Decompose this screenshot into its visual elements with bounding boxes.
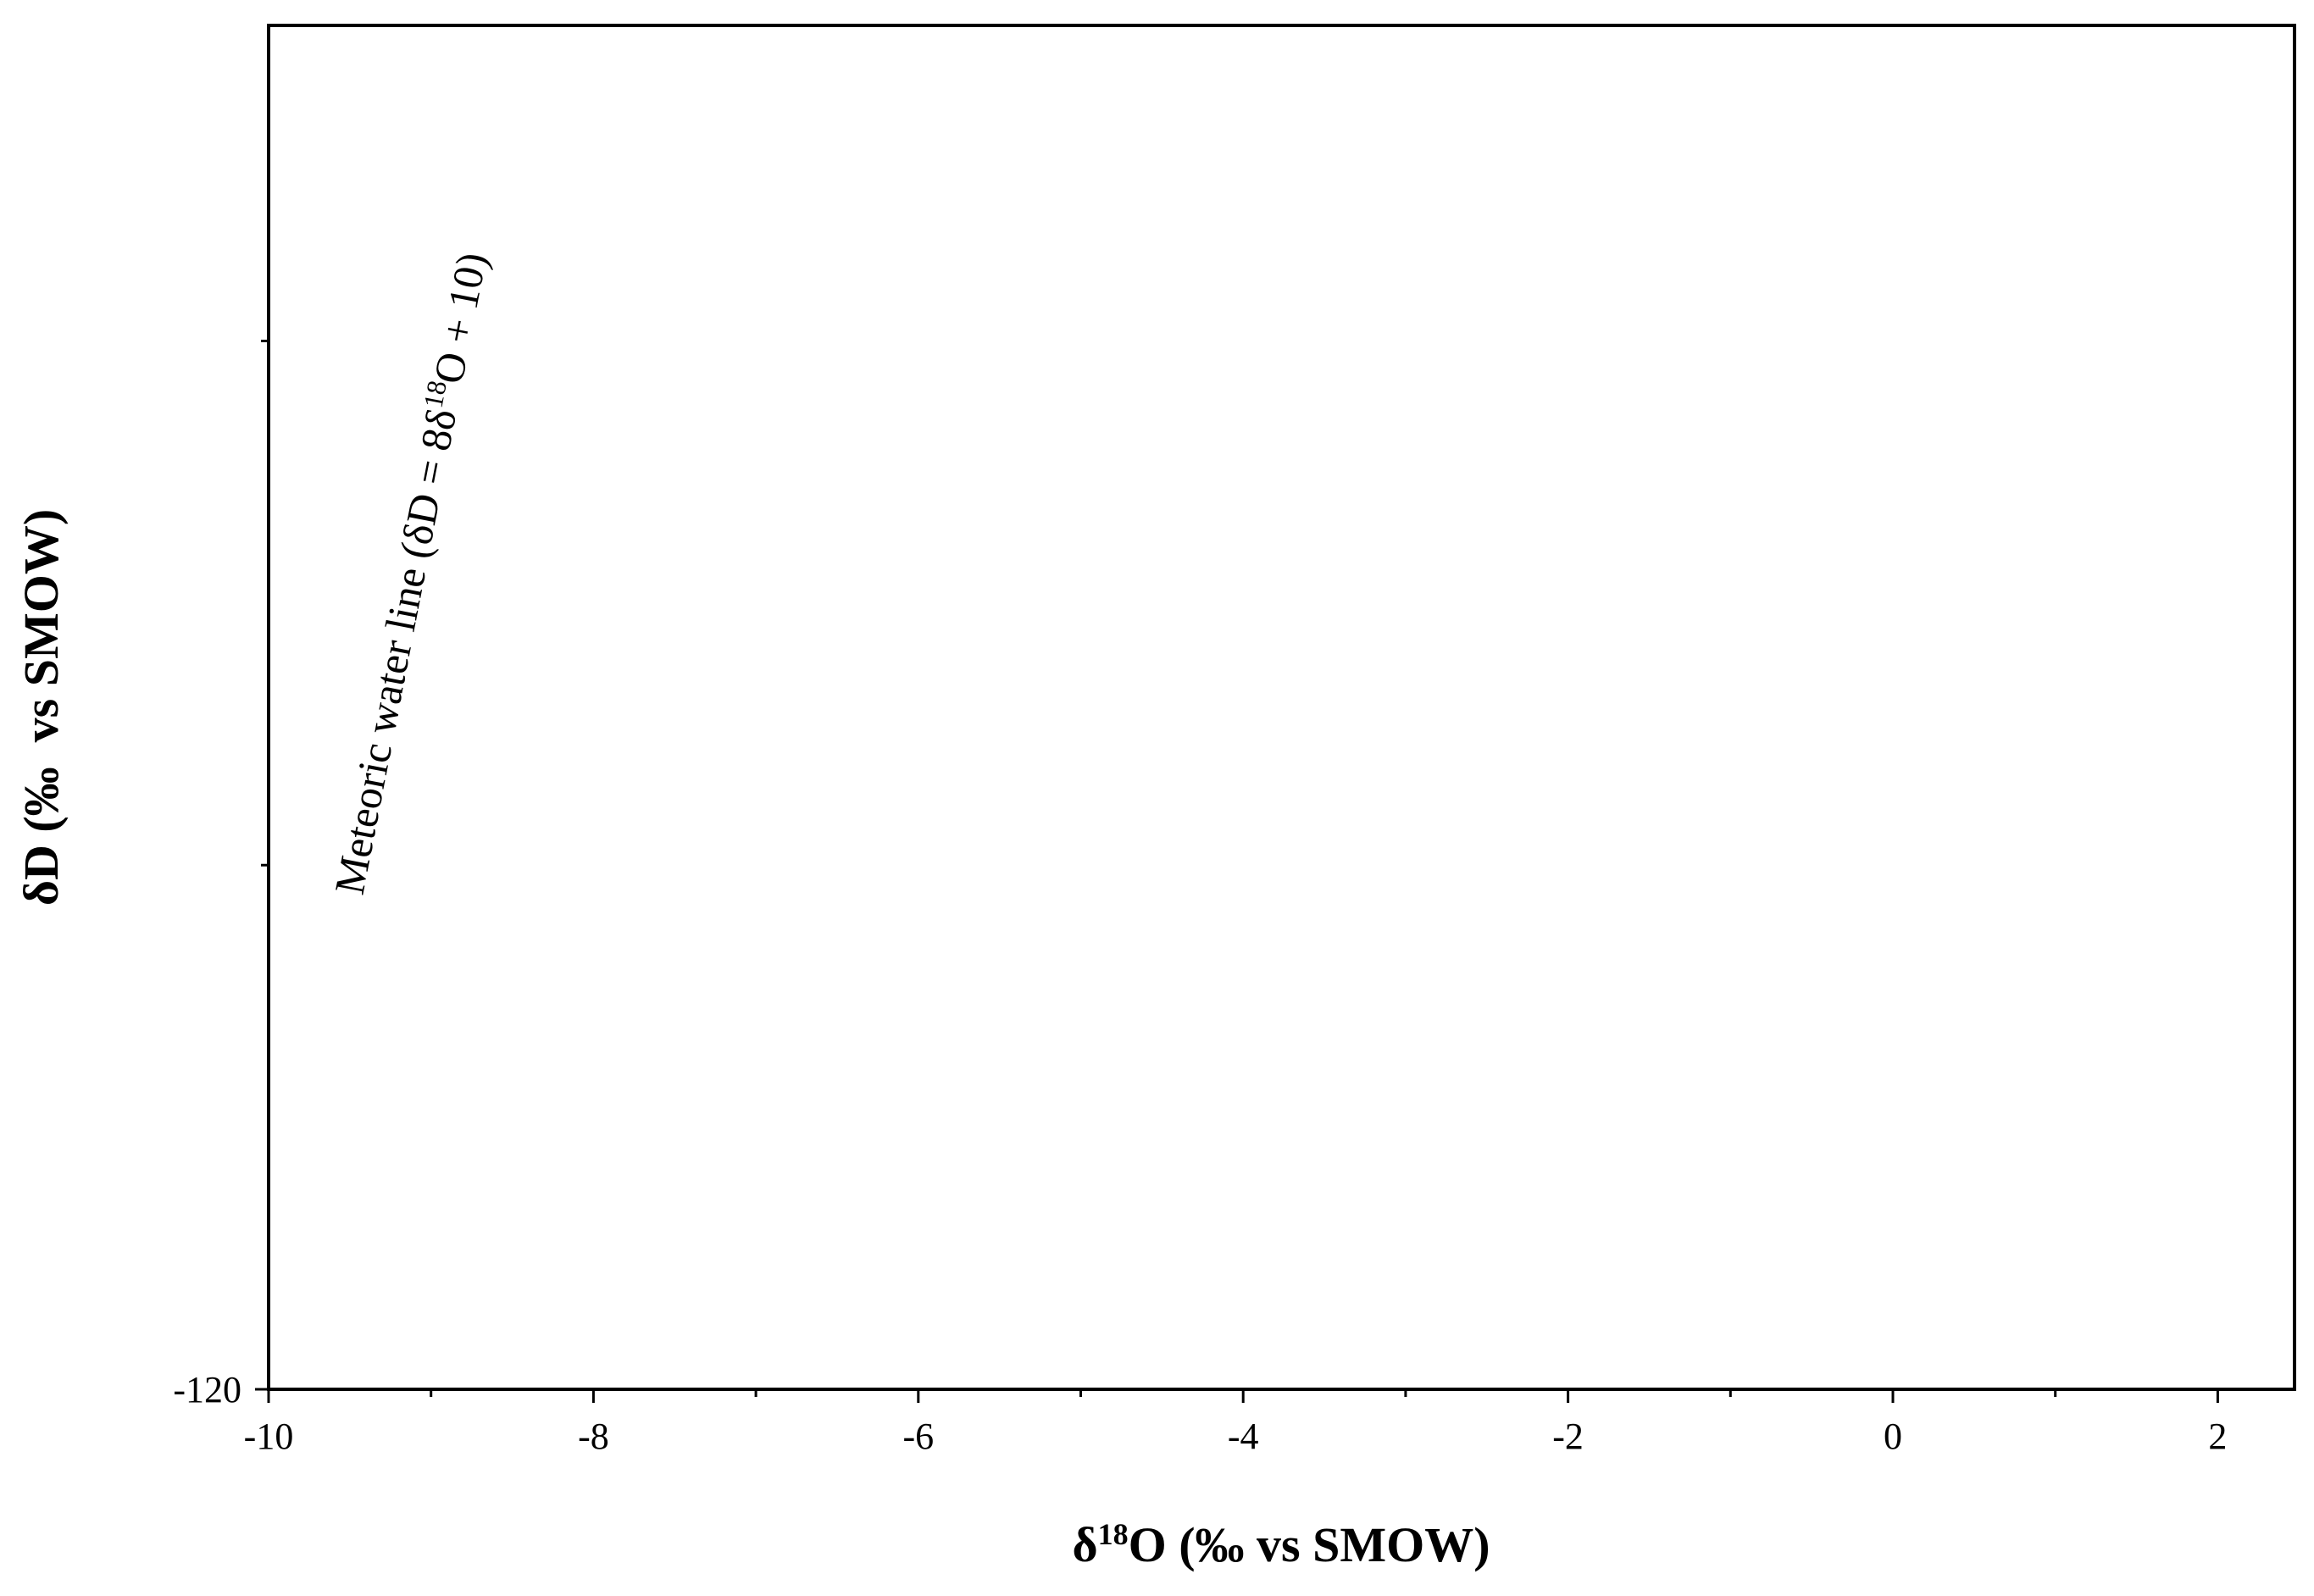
x-axis-ticks: -10-8-6-4-202468101214	[244, 1389, 2227, 1457]
y-tick-label: -120	[173, 1369, 241, 1410]
plot-frame	[267, 24, 2296, 1391]
meteoric-water-line-group: Meteoric water line (δD = 8δ18O + 10)	[324, 248, 496, 898]
x-tick-label: 0	[1884, 1416, 1902, 1457]
meteoric-water-line-label: Meteoric water line (δD = 8δ18O + 10)	[324, 248, 496, 898]
x-tick-label: -2	[1552, 1416, 1584, 1457]
x-tick-label: -6	[902, 1416, 934, 1457]
x-tick-label: -8	[578, 1416, 609, 1457]
y-axis-ticks: 0-20-40-60-80-100-120	[173, 340, 269, 1410]
plot-border	[267, 24, 2296, 1391]
x-axis-title: δ18O (‰ vs SMOW)	[1072, 1517, 1490, 1572]
y-axis-title: δD (‰ vs SMOW)	[14, 509, 69, 906]
x-tick-label: -4	[1228, 1416, 1259, 1457]
x-tick-label: -10	[244, 1416, 294, 1457]
x-tick-label: 2	[2208, 1416, 2227, 1457]
